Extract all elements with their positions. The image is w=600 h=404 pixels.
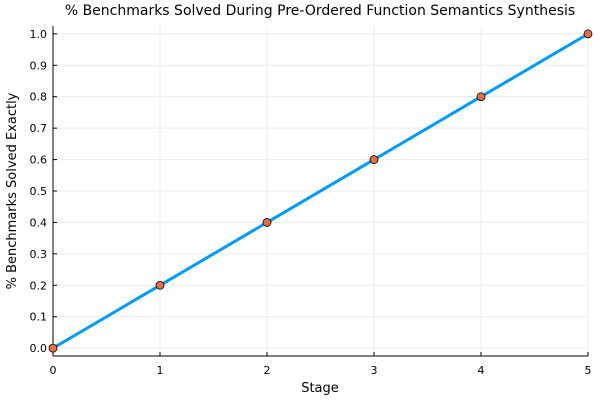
axes	[52, 26, 589, 357]
y-tick-label: 0.2	[30, 279, 48, 292]
series-line	[51, 32, 590, 350]
x-tick-label: 0	[50, 364, 57, 377]
x-tick-label: 2	[264, 364, 271, 377]
y-tick-label: 0.0	[30, 342, 48, 355]
x-tick-label: 1	[157, 364, 164, 377]
y-tick-label: 0.6	[30, 154, 48, 167]
data-point	[583, 29, 593, 39]
y-tick-label: 1.0	[30, 28, 48, 41]
y-tick-label: 0.5	[30, 185, 48, 198]
x-tick-label: 3	[371, 364, 378, 377]
x-tick-label: 5	[585, 364, 592, 377]
grid-lines	[52, 26, 589, 356]
data-point	[476, 92, 486, 102]
series	[48, 29, 593, 353]
y-tick-label: 0.7	[30, 122, 48, 135]
data-point	[262, 218, 272, 227]
x-axis-label: Stage	[301, 381, 339, 396]
data-point	[155, 280, 165, 290]
data-point	[369, 155, 379, 164]
chart-title: % Benchmarks Solved During Pre-Ordered F…	[65, 3, 575, 19]
y-axis-label: % Benchmarks Solved Exactly	[5, 92, 20, 289]
tick-labels: 0 1 2 3 4 5 0.0 0.1 0.2 0.3 0.4 0.5 0.6 0.7 0.8 0.9 1.0	[30, 28, 592, 377]
y-tick-label: 0.1	[30, 311, 48, 324]
data-point	[48, 343, 58, 353]
y-tick-label: 0.9	[30, 59, 48, 72]
y-tick-label: 0.3	[30, 248, 48, 261]
y-tick-label: 0.4	[30, 216, 48, 229]
y-tick-label: 0.8	[30, 91, 48, 104]
x-tick-label: 4	[478, 364, 485, 377]
